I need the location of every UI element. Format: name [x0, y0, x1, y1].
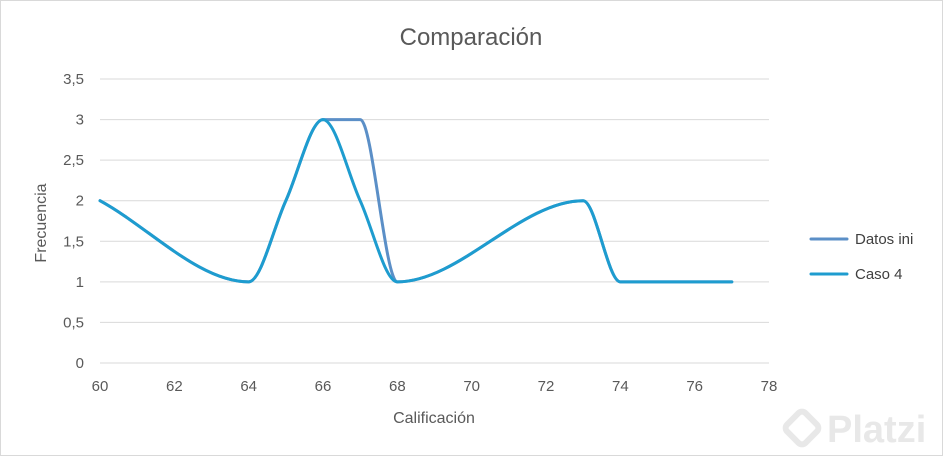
series-line-caso-4[interactable]	[98, 118, 734, 284]
legend-item-datos-ini[interactable]: Datos ini	[809, 231, 913, 248]
x-tick-label: 76	[686, 378, 703, 395]
y-tick-label: 1	[76, 274, 84, 291]
y-tick-label: 0,5	[63, 314, 84, 331]
x-axis-title: Calificación	[393, 410, 475, 427]
y-axis-title: Frecuencia	[33, 183, 50, 262]
x-tick-label: 78	[761, 378, 778, 395]
x-axis-ticks: 60 62 64 66 68 70 72 74 76 78	[92, 378, 778, 395]
x-tick-label: 70	[463, 378, 480, 395]
x-tick-label: 62	[166, 378, 183, 395]
legend-label-datos-ini: Datos ini	[855, 231, 913, 248]
legend-item-caso-4[interactable]: Caso 4	[809, 266, 903, 283]
y-tick-label: 1,5	[63, 233, 84, 250]
x-tick-label: 64	[240, 378, 257, 395]
platzi-logo-icon	[782, 408, 822, 448]
x-tick-label: 68	[389, 378, 406, 395]
y-tick-label: 2	[76, 193, 84, 210]
chart-title: Comparación	[400, 24, 543, 51]
y-axis-ticks: 0 0,5 1 1,5 2 2,5 3 3,5	[63, 71, 84, 372]
watermark-text: Platzi	[827, 409, 926, 451]
series-lines	[98, 118, 734, 284]
y-tick-label: 2,5	[63, 152, 84, 169]
y-tick-label: 3,5	[63, 71, 84, 88]
x-tick-label: 66	[315, 378, 332, 395]
legend-label-caso-4: Caso 4	[855, 266, 903, 283]
x-tick-label: 60	[92, 378, 109, 395]
watermark: Platzi	[782, 408, 926, 451]
y-tick-label: 0	[76, 355, 84, 372]
x-tick-label: 72	[538, 378, 555, 395]
legend: Datos ini Caso 4	[809, 231, 913, 283]
gridlines	[100, 78, 769, 364]
x-tick-label: 74	[612, 378, 629, 395]
y-tick-label: 3	[76, 112, 84, 129]
